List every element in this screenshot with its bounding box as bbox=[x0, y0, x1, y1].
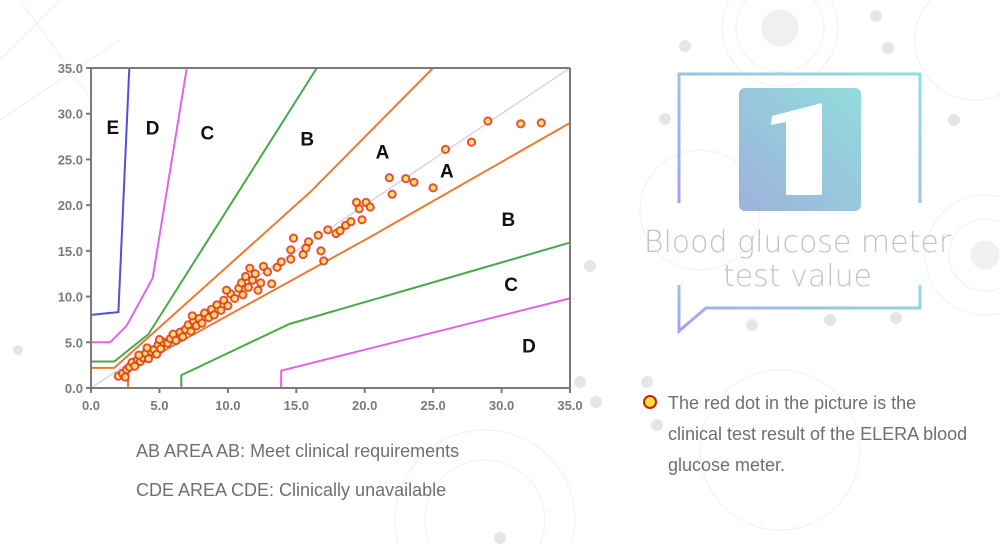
data-point bbox=[221, 285, 232, 295]
x-tick-label: 25.0 bbox=[420, 398, 445, 413]
zone-label-b: B bbox=[502, 210, 516, 231]
x-tick-label: 35.0 bbox=[557, 398, 582, 413]
data-point bbox=[250, 269, 260, 279]
axes: 0.0 5.0 10.0 15.0 20.0 25.0 30.0 35.0 0.0 5.0 10.0… bbox=[58, 61, 583, 413]
zone-line-b-upper bbox=[91, 67, 318, 363]
data-point bbox=[440, 144, 451, 154]
data-point bbox=[516, 119, 526, 129]
data-point bbox=[120, 372, 130, 382]
data-point bbox=[245, 263, 255, 273]
data-point bbox=[365, 202, 375, 212]
red-dot-icon bbox=[643, 395, 657, 409]
scatter-points bbox=[113, 116, 546, 382]
data-point bbox=[384, 173, 394, 183]
data-point bbox=[187, 311, 197, 321]
data-point bbox=[154, 334, 164, 345]
data-point bbox=[230, 293, 240, 303]
data-point bbox=[313, 230, 323, 240]
data-point bbox=[286, 245, 296, 255]
zone-label-a: A bbox=[440, 162, 454, 183]
data-point bbox=[319, 256, 329, 266]
data-point bbox=[238, 290, 248, 300]
data-point bbox=[267, 279, 277, 289]
data-point bbox=[536, 118, 546, 128]
zone-label-e: E bbox=[107, 118, 120, 139]
x-tick-label: 15.0 bbox=[284, 398, 309, 413]
frame-top bbox=[677, 72, 922, 203]
data-point bbox=[256, 278, 266, 288]
data-point bbox=[288, 233, 299, 243]
zone-label-d: D bbox=[146, 119, 160, 140]
zone-label-c: C bbox=[504, 275, 518, 296]
data-point bbox=[316, 246, 326, 256]
data-point bbox=[346, 217, 356, 227]
zone-label-b: B bbox=[300, 130, 314, 151]
data-point bbox=[209, 310, 219, 320]
data-point bbox=[236, 278, 247, 288]
x-tick-label: 10.0 bbox=[215, 398, 240, 413]
note-text: The red dot in the picture is the clinic… bbox=[668, 393, 968, 475]
zone-line-d-upper bbox=[90, 67, 131, 316]
data-point bbox=[197, 318, 207, 328]
zone-line-a-upper bbox=[91, 67, 434, 369]
data-point bbox=[466, 137, 477, 147]
data-point bbox=[241, 271, 251, 282]
legend-ab-area: AB AREA AB: Meet clinical requirements bbox=[136, 441, 460, 461]
data-point bbox=[216, 305, 226, 315]
data-point bbox=[223, 301, 233, 311]
data-point bbox=[243, 282, 253, 292]
frame-bottom-speech-tail bbox=[677, 285, 922, 335]
data-point bbox=[483, 116, 493, 126]
y-tick-label: 20.0 bbox=[58, 198, 83, 213]
data-point bbox=[387, 189, 397, 199]
data-point bbox=[262, 267, 273, 277]
x-tick-label: 20.0 bbox=[352, 398, 377, 413]
x-tick-label: 0.0 bbox=[82, 398, 100, 413]
y-tick-label: 10.0 bbox=[58, 290, 83, 305]
zone-label-c: C bbox=[200, 123, 214, 144]
data-point bbox=[304, 237, 314, 247]
data-point bbox=[409, 177, 419, 187]
data-point bbox=[171, 335, 181, 346]
zone-labels: E D C B A A B C D bbox=[107, 118, 536, 358]
badge-title-line1: Blood glucose meter bbox=[643, 225, 952, 260]
y-tick-label: 25.0 bbox=[58, 152, 83, 167]
y-tick-label: 35.0 bbox=[58, 61, 83, 76]
y-tick-label: 15.0 bbox=[58, 244, 83, 259]
data-point bbox=[335, 226, 345, 236]
data-point bbox=[401, 174, 411, 184]
zone-label-d: D bbox=[522, 336, 536, 357]
data-point bbox=[186, 326, 196, 336]
x-tick-label: 30.0 bbox=[489, 398, 514, 413]
data-point bbox=[286, 254, 296, 264]
number-one-glyph bbox=[771, 103, 822, 195]
data-point bbox=[357, 215, 367, 225]
data-point bbox=[323, 225, 333, 235]
y-tick-label: 5.0 bbox=[65, 335, 83, 350]
data-point bbox=[428, 183, 438, 193]
zone-label-a: A bbox=[376, 143, 390, 164]
zone-line-c-upper bbox=[91, 67, 188, 344]
zone-line-b-lower bbox=[180, 241, 571, 388]
badge-title-line2: test value bbox=[722, 259, 873, 294]
x-tick-label: 5.0 bbox=[150, 398, 168, 413]
data-point bbox=[276, 257, 286, 267]
y-tick-label: 30.0 bbox=[58, 107, 83, 122]
data-point bbox=[354, 204, 364, 214]
zone-line-c-lower bbox=[280, 297, 571, 388]
y-tick-label: 0.0 bbox=[65, 381, 83, 396]
legend-cde-area: CDE AREA CDE: Clinically unavailable bbox=[136, 480, 447, 500]
